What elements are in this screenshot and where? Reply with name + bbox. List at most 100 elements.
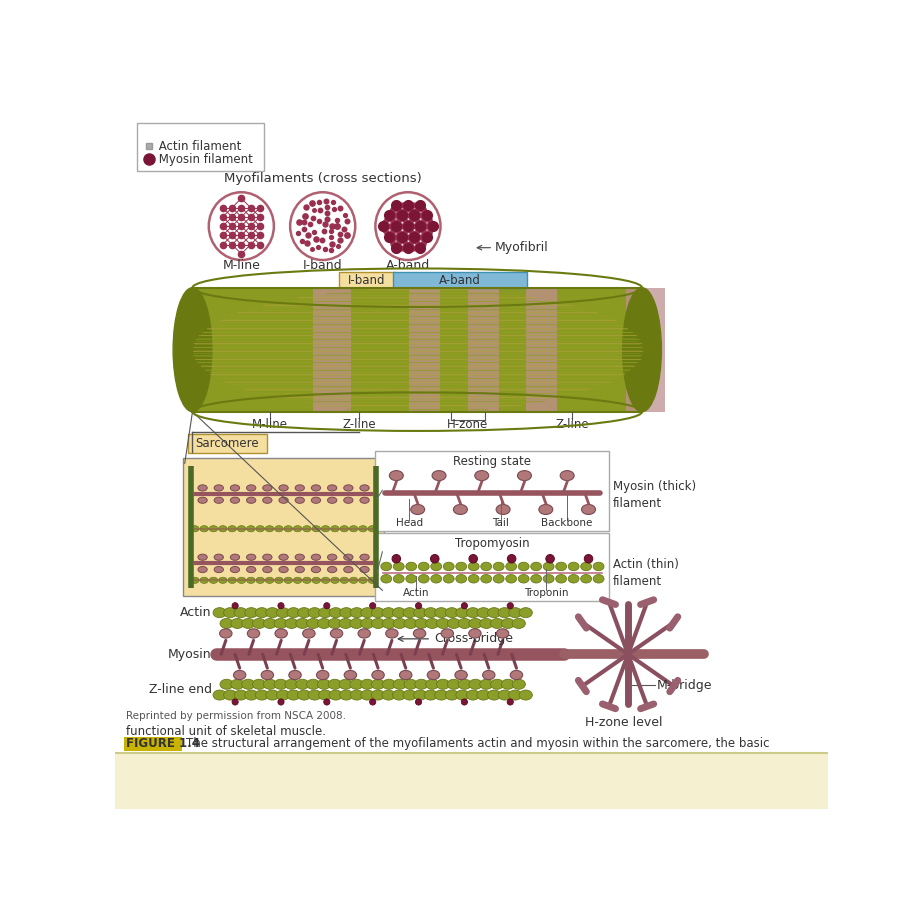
Ellipse shape xyxy=(382,618,395,628)
Ellipse shape xyxy=(389,471,403,481)
Circle shape xyxy=(460,603,467,609)
Ellipse shape xyxy=(339,607,353,617)
Ellipse shape xyxy=(289,192,355,260)
Ellipse shape xyxy=(287,690,300,700)
Text: The structural arrangement of the myofilaments actin and myosin within the sarco: The structural arrangement of the myofil… xyxy=(186,737,769,750)
Circle shape xyxy=(545,554,554,563)
Circle shape xyxy=(460,699,467,705)
Circle shape xyxy=(278,699,284,705)
Ellipse shape xyxy=(278,566,288,573)
Ellipse shape xyxy=(302,629,314,638)
Text: Actin (thin)
filament: Actin (thin) filament xyxy=(612,557,677,587)
Ellipse shape xyxy=(405,563,416,571)
Ellipse shape xyxy=(265,525,274,532)
Ellipse shape xyxy=(327,554,336,560)
Ellipse shape xyxy=(266,690,278,700)
Ellipse shape xyxy=(593,574,604,583)
Ellipse shape xyxy=(466,607,479,617)
Ellipse shape xyxy=(312,577,320,584)
Text: Head: Head xyxy=(395,518,423,528)
Text: M-bridge: M-bridge xyxy=(656,678,711,692)
Ellipse shape xyxy=(263,484,272,491)
Text: Backbone: Backbone xyxy=(540,518,592,528)
Ellipse shape xyxy=(368,525,376,532)
Text: Myosin (thick)
filament: Myosin (thick) filament xyxy=(612,480,695,510)
Bar xyxy=(115,753,827,809)
Ellipse shape xyxy=(255,577,264,584)
Ellipse shape xyxy=(198,484,207,491)
Ellipse shape xyxy=(371,690,384,700)
Ellipse shape xyxy=(266,607,278,617)
Ellipse shape xyxy=(413,629,425,638)
Ellipse shape xyxy=(293,525,301,532)
Ellipse shape xyxy=(344,554,353,560)
Ellipse shape xyxy=(482,671,494,680)
Ellipse shape xyxy=(555,574,566,583)
Ellipse shape xyxy=(455,574,466,583)
Ellipse shape xyxy=(497,690,511,700)
Text: I-band: I-band xyxy=(347,274,385,286)
Ellipse shape xyxy=(403,690,415,700)
Ellipse shape xyxy=(246,525,255,532)
Ellipse shape xyxy=(230,497,239,504)
Text: Cross-bridge: Cross-bridge xyxy=(434,633,513,645)
Ellipse shape xyxy=(381,690,394,700)
Ellipse shape xyxy=(501,679,514,689)
Ellipse shape xyxy=(261,671,273,680)
Ellipse shape xyxy=(199,577,209,584)
Ellipse shape xyxy=(220,618,233,628)
Ellipse shape xyxy=(244,690,257,700)
Ellipse shape xyxy=(329,690,342,700)
Ellipse shape xyxy=(330,525,339,532)
Ellipse shape xyxy=(252,618,266,628)
Ellipse shape xyxy=(237,577,245,584)
Ellipse shape xyxy=(214,484,223,491)
Circle shape xyxy=(323,603,330,609)
Ellipse shape xyxy=(234,690,247,700)
Ellipse shape xyxy=(231,618,244,628)
Ellipse shape xyxy=(510,671,522,680)
Ellipse shape xyxy=(357,629,370,638)
Text: M-line: M-line xyxy=(252,418,288,431)
Ellipse shape xyxy=(455,690,469,700)
Ellipse shape xyxy=(302,525,311,532)
Ellipse shape xyxy=(358,577,367,584)
Ellipse shape xyxy=(231,679,244,689)
Ellipse shape xyxy=(436,679,449,689)
Ellipse shape xyxy=(453,504,467,514)
Ellipse shape xyxy=(381,607,394,617)
Ellipse shape xyxy=(190,577,199,584)
Ellipse shape xyxy=(278,554,288,560)
Ellipse shape xyxy=(403,607,415,617)
Ellipse shape xyxy=(440,629,453,638)
Ellipse shape xyxy=(359,484,369,491)
Ellipse shape xyxy=(405,574,416,583)
Ellipse shape xyxy=(295,554,304,560)
Text: Tropomyosin: Tropomyosin xyxy=(455,537,529,550)
Ellipse shape xyxy=(375,192,440,260)
Ellipse shape xyxy=(321,525,330,532)
Ellipse shape xyxy=(468,629,481,638)
Ellipse shape xyxy=(297,690,311,700)
Ellipse shape xyxy=(424,690,437,700)
Text: A-band: A-band xyxy=(385,259,429,272)
Ellipse shape xyxy=(622,288,661,412)
Ellipse shape xyxy=(344,671,357,680)
Ellipse shape xyxy=(360,679,373,689)
Text: Tail: Tail xyxy=(492,518,509,528)
Ellipse shape xyxy=(476,690,490,700)
Ellipse shape xyxy=(508,690,521,700)
Ellipse shape xyxy=(287,607,300,617)
Circle shape xyxy=(506,603,513,609)
Ellipse shape xyxy=(317,618,330,628)
Ellipse shape xyxy=(242,618,255,628)
Ellipse shape xyxy=(487,690,500,700)
Ellipse shape xyxy=(512,679,525,689)
Ellipse shape xyxy=(275,525,283,532)
Ellipse shape xyxy=(414,690,426,700)
Ellipse shape xyxy=(358,525,367,532)
Ellipse shape xyxy=(393,563,403,571)
Ellipse shape xyxy=(542,574,553,583)
Text: M-line: M-line xyxy=(222,259,260,272)
Ellipse shape xyxy=(479,679,493,689)
